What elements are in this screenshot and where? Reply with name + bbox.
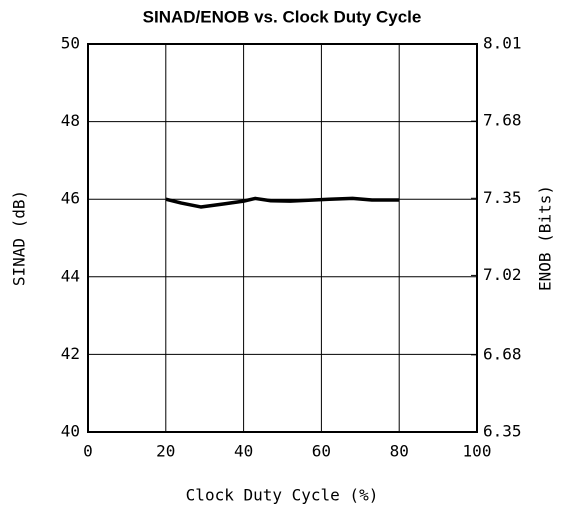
y-tick-label: 42 [61,344,80,363]
x-tick-label: 80 [390,442,409,461]
y-tick-label: 40 [61,422,80,441]
y-tick-label: 48 [61,111,80,130]
y2-tick-label: 7.68 [483,111,522,130]
y2-tick-label: 6.35 [483,422,522,441]
x-tick-label: 40 [234,442,253,461]
y2-tick-label: 7.35 [483,188,522,207]
data-line [165,196,400,209]
y-axis-label: SINAD (dB) [10,190,29,286]
x-axis-label: Clock Duty Cycle (%) [186,486,379,505]
x-tick-label: 100 [463,442,492,461]
y-tick-label: 44 [61,266,80,285]
plot-frame [87,43,478,433]
y2-axis-label: ENOB (Bits) [536,185,555,291]
x-tick-label: 0 [83,442,93,461]
y-tick-label: 50 [61,34,80,53]
y2-tick-label: 7.02 [483,265,522,284]
x-tick-label: 20 [156,442,175,461]
y2-tick-label: 6.68 [483,344,522,363]
x-tick-label: 60 [312,442,331,461]
y-tick-label: 46 [61,189,80,208]
y2-tick-label: 8.01 [483,34,522,53]
chart-title: SINAD/ENOB vs. Clock Duty Cycle [143,7,422,26]
